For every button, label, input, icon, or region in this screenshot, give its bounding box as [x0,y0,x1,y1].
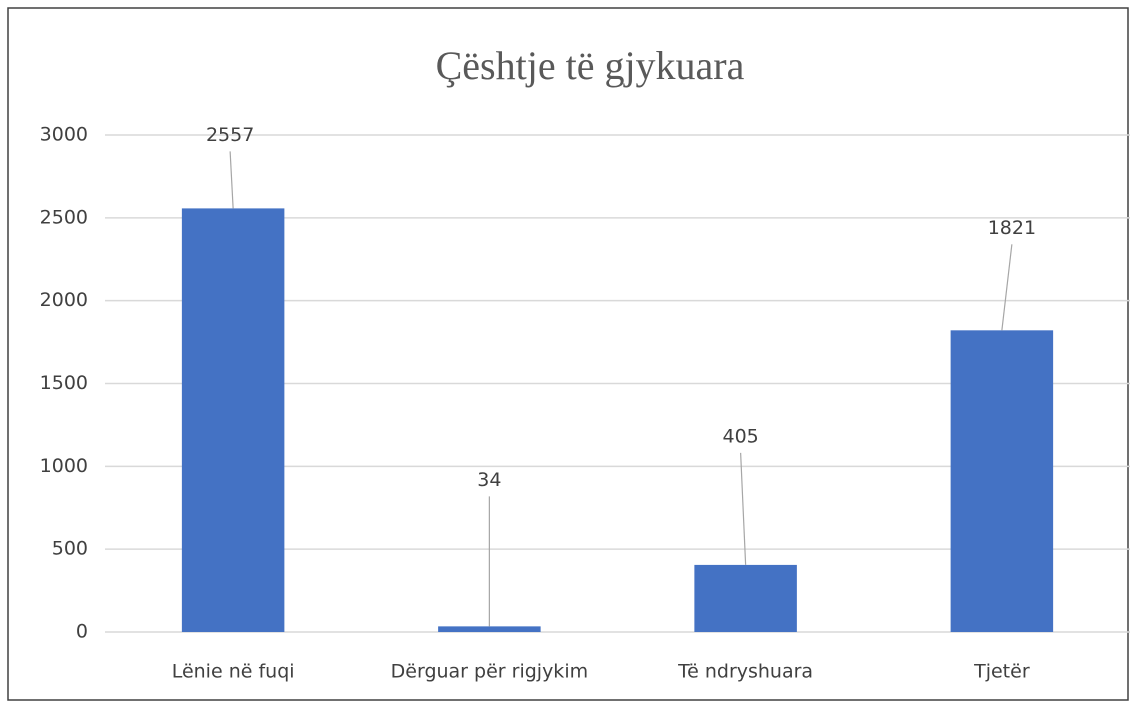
bar [438,626,541,632]
y-tick-label: 1000 [40,455,88,477]
y-tick-label: 500 [52,538,88,560]
chart-title: Çështje të gjykuara [436,43,745,88]
data-label: 405 [722,425,758,447]
y-tick-label: 3000 [40,124,88,146]
bar [950,330,1054,632]
x-tick-label: Tjetër [973,661,1030,683]
y-tick-label: 2500 [40,206,88,228]
x-tick-label: Dërguar për rigjykim [391,661,588,683]
y-tick-label: 1500 [40,372,88,394]
bar [181,208,285,633]
data-label: 2557 [206,124,254,146]
leader-line [740,452,747,565]
y-tick-label: 2000 [40,289,88,311]
x-tick-label: Lënie në fuqi [172,661,295,683]
y-tick-label: 0 [76,621,88,643]
leader-line [1001,244,1013,331]
x-tick-label: Të ndryshuara [677,661,813,683]
data-label: 1821 [988,217,1036,239]
data-label: 34 [477,469,501,491]
leader-line [229,151,234,209]
bar [694,564,797,632]
